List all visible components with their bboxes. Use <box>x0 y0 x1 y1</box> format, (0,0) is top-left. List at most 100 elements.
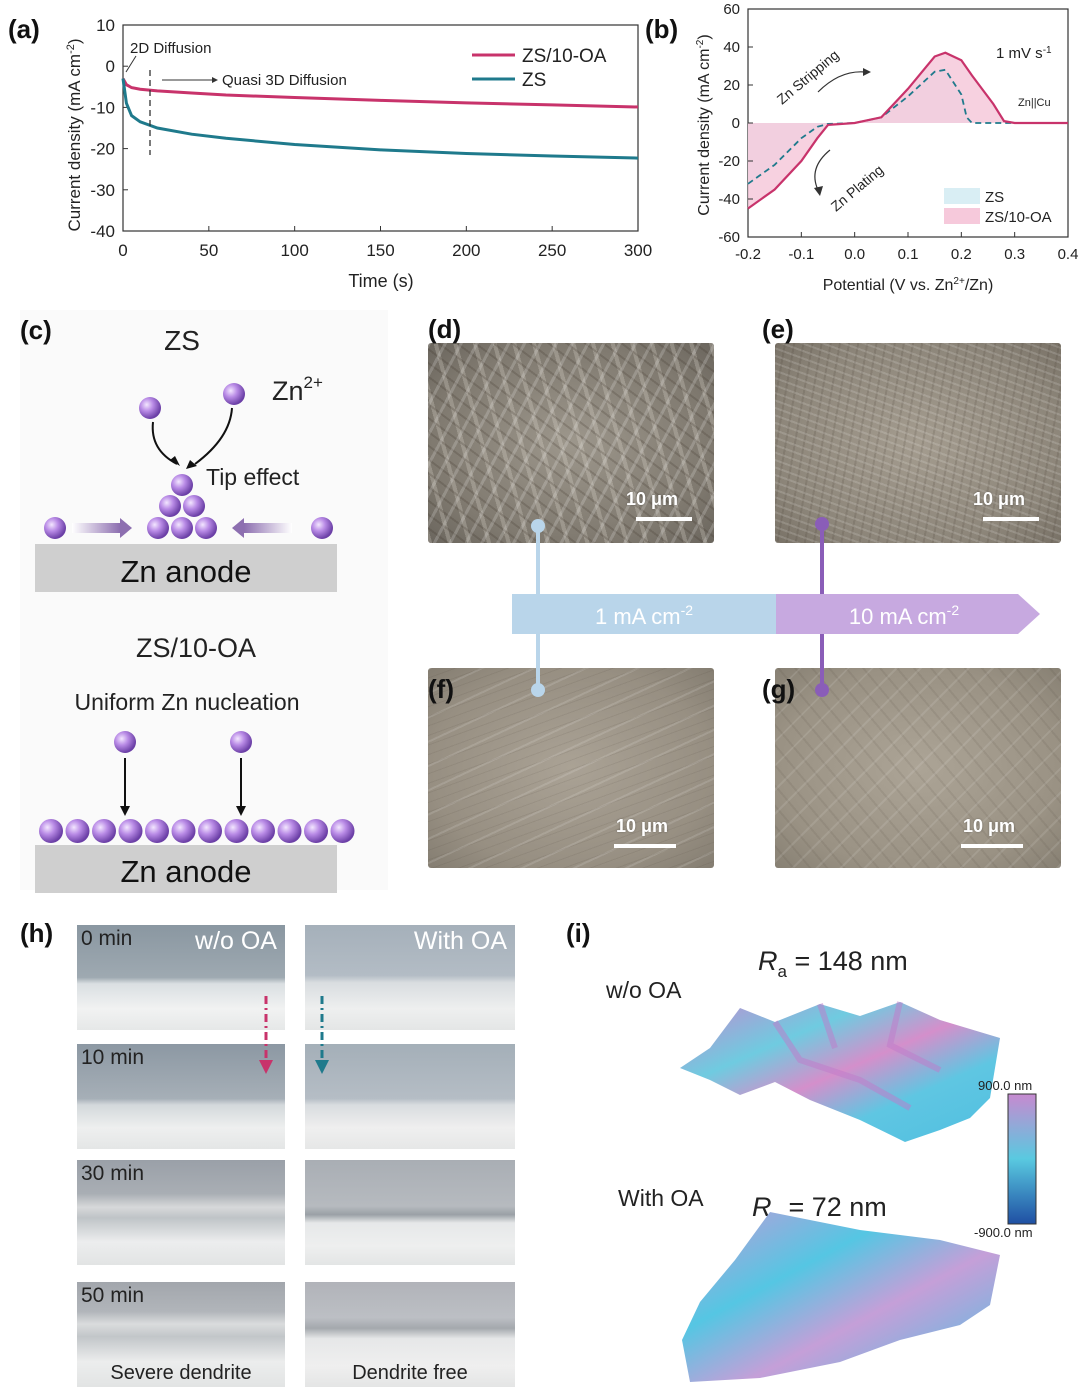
photo-wo-30min: 30 min <box>77 1160 285 1265</box>
photo-with-50min: Dendrite free <box>305 1282 515 1387</box>
chart-b-ytick-label: -60 <box>718 229 740 246</box>
panel-label-e: (e) <box>762 314 794 344</box>
chart-a-xtick-label: 150 <box>366 241 394 260</box>
zn-ion-icon <box>171 819 196 843</box>
chart-b-ytick-label: 20 <box>723 77 740 94</box>
chart-b-ytick-label: 0 <box>732 115 740 132</box>
chart-b-ytick-label: -40 <box>718 191 740 208</box>
rate-arrow-blue <box>512 594 776 634</box>
photo-wo-0min: 0 min w/o OA <box>77 925 285 1030</box>
chart-a: Current density (mA cm-2) 0 50 100 150 200 25… <box>65 16 652 291</box>
surface-wo-oa-ridge <box>772 1001 942 1111</box>
chart-a-ytick-label: -40 <box>90 222 115 241</box>
zn-ion-icon <box>118 819 143 843</box>
rate-label-1: 1 mA cm-2 <box>595 602 693 629</box>
panel-i-surfaces: Ra = 148 nm w/o OA Ra = 72 nm With OA 90… <box>605 946 1037 1382</box>
connector-dot <box>531 519 545 533</box>
sem-image-e: 10 μm <box>775 343 1061 543</box>
panel-label-f: (f) <box>428 674 454 704</box>
zn-ion-icon <box>145 819 169 843</box>
panel-h-arrows <box>259 996 329 1074</box>
uniform-label: Uniform Zn nucleation <box>75 689 300 715</box>
chart-a-annot-arrow-2d <box>125 55 137 73</box>
chart-b-xtick-label: 0.3 <box>1004 246 1025 263</box>
plate-arrow-icon <box>814 149 831 191</box>
chart-a-ytick-label: -30 <box>90 181 115 200</box>
photo-wo-10min: 10 min <box>77 1044 285 1149</box>
photo-with-30min <box>305 1160 515 1265</box>
photo-footer-right: Dendrite free <box>352 1362 468 1384</box>
zn-ion-icon <box>304 819 328 843</box>
chart-b-xtick-label: 0.0 <box>844 246 865 263</box>
zs-oa-title: ZS/10-OA <box>136 633 256 663</box>
panel-label-i: (i) <box>566 918 591 948</box>
scale-bar-label: 10 μm <box>973 489 1026 509</box>
sem-image-g: 10 μm <box>775 668 1061 868</box>
zn-ion-icon <box>223 383 245 405</box>
zn-ion-icon <box>198 819 222 843</box>
chart-a-annot-2d: 2D Diffusion <box>130 40 211 57</box>
photo-wo-50min: 50 min Severe dendrite <box>77 1282 285 1387</box>
chart-b-strip-label: Zn Stripping <box>774 47 842 108</box>
arrow-head-icon <box>170 456 180 466</box>
chart-b-ytick-label: 40 <box>723 39 740 56</box>
zn-ion-icon <box>147 517 169 539</box>
photo-header-wo: w/o OA <box>195 927 277 955</box>
zn-anode-label-bottom: Zn anode <box>121 854 252 889</box>
chart-a-ytick-label: 10 <box>96 16 115 35</box>
zn-ion-icon <box>171 474 193 496</box>
arrow-head-icon <box>236 806 246 816</box>
panel-label-d: (d) <box>428 314 462 344</box>
zn-ion-icon <box>114 731 136 753</box>
zn-anode-bottom <box>35 845 337 893</box>
sem-image-d: 10 μm <box>428 343 714 543</box>
connector-dot <box>815 683 829 697</box>
lateral-arrow-left <box>72 523 120 533</box>
arrow-head-icon <box>814 186 823 196</box>
zn-ion-icon <box>330 819 355 843</box>
zn-ion-icon <box>277 819 302 843</box>
scale-bar-label: 10 μm <box>616 816 669 836</box>
legend-label-zs-oa: ZS/10-OA <box>522 46 607 67</box>
photo-with-10min <box>305 1044 515 1149</box>
legend-label-zs: ZS <box>985 189 1004 206</box>
chart-b-ylabel: Current density (mA cm-2) <box>695 34 713 215</box>
scale-bar <box>983 517 1039 521</box>
chart-a-series-line-zs-oa <box>121 77 639 109</box>
ra1-label: Ra = 148 nm <box>758 946 908 981</box>
surface-with-oa <box>682 1212 1000 1382</box>
zn-ion-icon <box>230 731 252 753</box>
arrow-head-icon <box>186 460 197 469</box>
panel-label-b: (b) <box>645 14 679 44</box>
photo-time-label: 50 min <box>81 1284 145 1307</box>
photo-time-label: 0 min <box>81 927 133 950</box>
chart-b-plate-label: Zn Plating <box>828 162 887 215</box>
chart-a-xtick-label: 100 <box>280 241 308 260</box>
zn-ion-icon <box>251 819 275 843</box>
photo-footer-left: Severe dendrite <box>110 1362 252 1384</box>
sem-image-f: 10 μm <box>428 668 714 868</box>
chart-a-xtick-label: 200 <box>452 241 480 260</box>
rate-label-2: 10 mA cm-2 <box>849 602 959 629</box>
panel-label-c: (c) <box>20 315 52 345</box>
zn-anode-label-top: Zn anode <box>121 554 252 589</box>
chart-a-xtick-label: 0 <box>118 241 127 260</box>
zn-ion-icon <box>195 517 217 539</box>
colorbar <box>1007 1093 1037 1225</box>
chart-b-series-line-zs <box>747 68 1015 185</box>
chart-b-ytick-label: -20 <box>718 153 740 170</box>
chart-b-series-line-zs-oa <box>747 51 1068 210</box>
legend-swatch-zs-oa <box>944 208 980 224</box>
photo-with-0min: With OA <box>305 925 515 1030</box>
panel-label-a: (a) <box>8 14 40 44</box>
chart-a-xtick-label: 300 <box>624 241 652 260</box>
arrow-icon <box>194 407 233 465</box>
panel-label-h: (h) <box>20 918 54 948</box>
scale-bar-label: 10 μm <box>626 489 679 509</box>
arrow-head-icon <box>315 1060 329 1074</box>
chart-a-ytick-label: -10 <box>90 98 115 117</box>
chart-b-cell: Zn||Cu <box>1018 97 1051 109</box>
with-oa-label: With OA <box>618 1185 704 1211</box>
photo-time-label: 10 min <box>81 1046 145 1069</box>
legend-swatch-zs <box>944 188 980 204</box>
